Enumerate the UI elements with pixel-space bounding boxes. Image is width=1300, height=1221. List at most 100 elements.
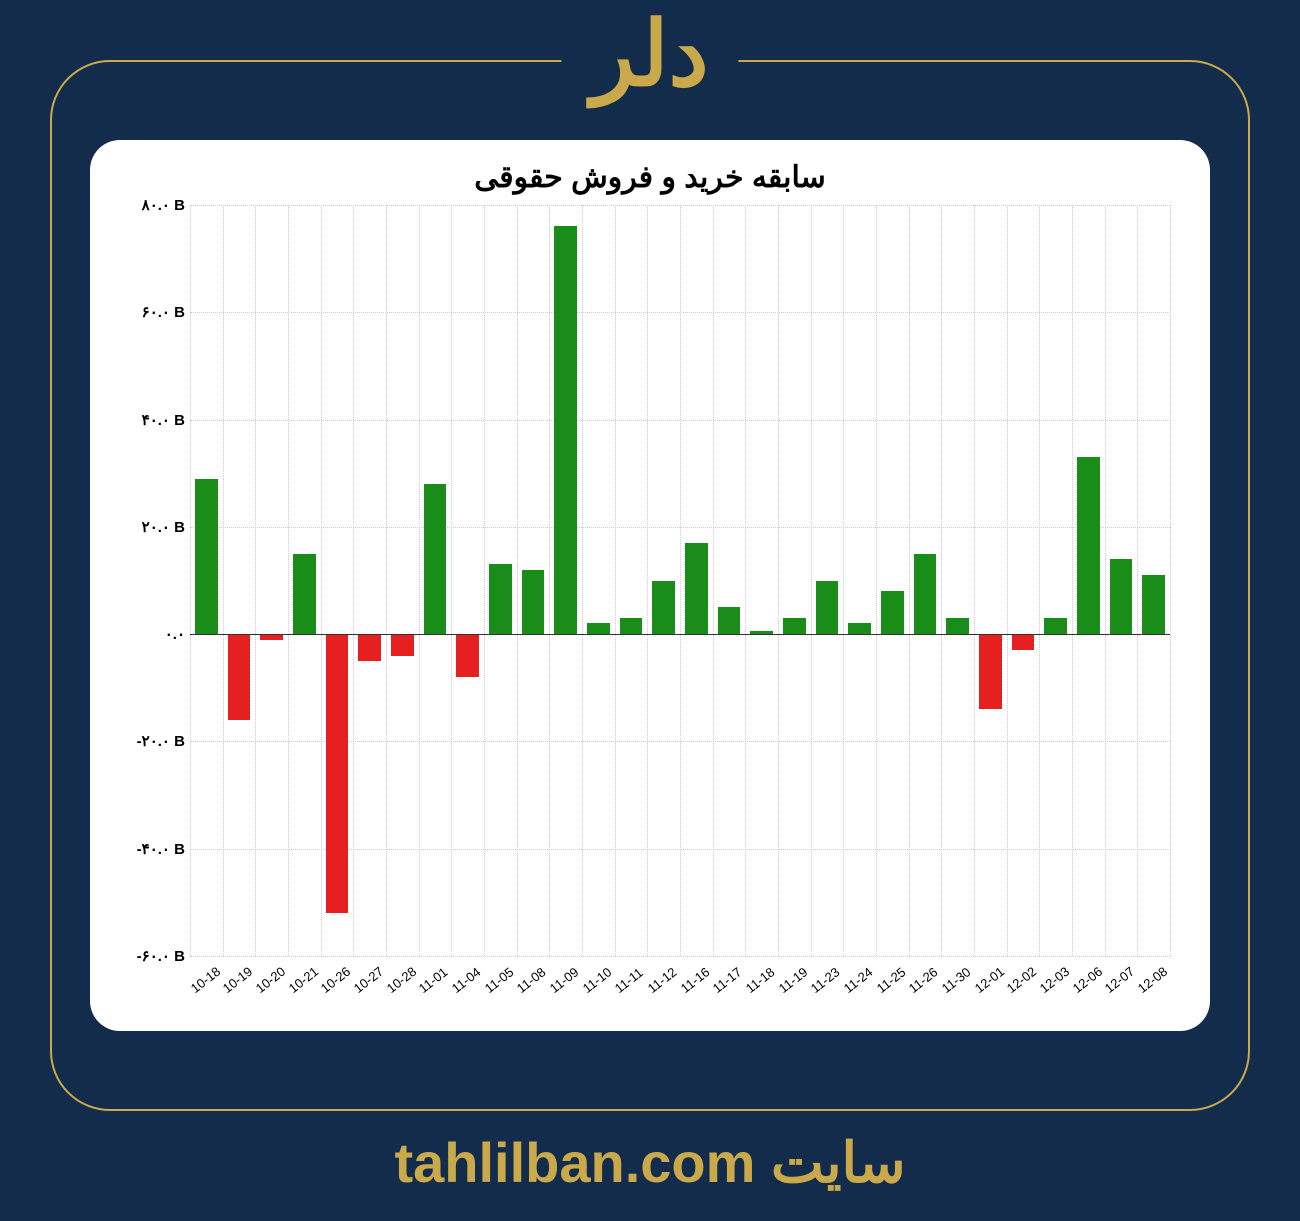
x-tick-label: 12-06 xyxy=(1069,964,1104,996)
x-tick-label: 10-28 xyxy=(383,964,418,996)
y-tick-label: ۸۰.۰ B xyxy=(142,196,185,214)
bar xyxy=(228,634,251,720)
v-gridline xyxy=(451,205,452,956)
bar xyxy=(718,607,741,634)
x-tick-label: 10-19 xyxy=(220,964,255,996)
bar xyxy=(620,618,643,634)
h-gridline xyxy=(190,312,1170,313)
x-tick-label: 11-24 xyxy=(841,964,876,996)
bar xyxy=(326,634,349,913)
v-gridline xyxy=(255,205,256,956)
v-gridline xyxy=(615,205,616,956)
x-tick-label: 10-26 xyxy=(318,964,353,996)
chart-card: سابقه خرید و فروش حقوقی -۶۰.۰ B -۴۰.۰ B -۲… xyxy=(90,140,1210,1031)
x-tick-label: 12-03 xyxy=(1037,964,1072,996)
x-tick-label: 11-19 xyxy=(775,964,810,996)
v-gridline xyxy=(517,205,518,956)
y-tick-label: ۴۰.۰ B xyxy=(142,411,185,429)
footer-text: سایت tahlilban.com xyxy=(374,1130,925,1196)
v-gridline xyxy=(288,205,289,956)
v-gridline xyxy=(745,205,746,956)
x-tick-label: 12-01 xyxy=(971,964,1006,996)
v-gridline xyxy=(1137,205,1138,956)
x-tick-label: 10-21 xyxy=(285,964,320,996)
x-tick-label: 11-10 xyxy=(579,964,614,996)
v-gridline xyxy=(321,205,322,956)
x-tick-label: 11-08 xyxy=(514,964,549,996)
plot-region xyxy=(190,205,1170,956)
zero-line xyxy=(190,634,1170,635)
y-tick-label: -۴۰.۰ B xyxy=(137,840,185,858)
x-axis-labels: 10-1810-1910-2010-2110-2610-2710-2811-01… xyxy=(190,956,1170,996)
y-tick-label: ۶۰.۰ B xyxy=(142,303,185,321)
bar xyxy=(783,618,806,634)
bar xyxy=(293,554,316,634)
v-gridline xyxy=(386,205,387,956)
v-gridline xyxy=(1007,205,1008,956)
y-tick-label: ۰.۰ xyxy=(165,625,185,643)
v-gridline xyxy=(582,205,583,956)
chart-area: -۶۰.۰ B -۴۰.۰ B -۲۰.۰ B ۰.۰ ۲۰.۰ B ۴۰.۰ B ۶۰.۰… xyxy=(120,205,1180,996)
v-gridline xyxy=(190,205,191,956)
x-tick-label: 11-09 xyxy=(547,964,582,996)
x-tick-label: 12-07 xyxy=(1102,964,1137,996)
y-tick-label: -۲۰.۰ B xyxy=(137,732,185,750)
bar xyxy=(979,634,1002,709)
x-tick-label: 11-04 xyxy=(449,964,484,996)
bar xyxy=(489,564,512,634)
x-tick-label: 11-23 xyxy=(808,964,843,996)
x-tick-label: 11-12 xyxy=(645,964,680,996)
v-gridline xyxy=(549,205,550,956)
x-tick-label: 11-01 xyxy=(416,964,451,996)
bar xyxy=(685,543,708,634)
footer-url: tahlilban.com xyxy=(394,1131,755,1194)
y-tick-label: -۶۰.۰ B xyxy=(137,947,185,965)
bar xyxy=(522,570,545,634)
bar xyxy=(1044,618,1067,634)
x-tick-label: 10-18 xyxy=(187,964,222,996)
x-tick-label: 10-20 xyxy=(253,964,288,996)
bar xyxy=(816,581,839,635)
bar xyxy=(1012,634,1035,650)
bar xyxy=(848,623,871,634)
footer-label: سایت xyxy=(755,1131,905,1194)
v-gridline xyxy=(1105,205,1106,956)
v-gridline xyxy=(1039,205,1040,956)
bar xyxy=(587,623,610,634)
bar xyxy=(1142,575,1165,634)
bar xyxy=(652,581,675,635)
bar xyxy=(391,634,414,655)
x-tick-label: 10-27 xyxy=(351,964,386,996)
v-gridline xyxy=(647,205,648,956)
bar xyxy=(1110,559,1133,634)
v-gridline xyxy=(843,205,844,956)
v-gridline xyxy=(876,205,877,956)
bar xyxy=(424,484,447,634)
v-gridline xyxy=(484,205,485,956)
bar xyxy=(195,479,218,635)
x-tick-label: 11-25 xyxy=(873,964,908,996)
v-gridline xyxy=(680,205,681,956)
x-tick-label: 11-16 xyxy=(677,964,712,996)
v-gridline xyxy=(909,205,910,956)
x-tick-label: 11-05 xyxy=(481,964,516,996)
bar xyxy=(946,618,969,634)
v-gridline xyxy=(811,205,812,956)
v-gridline xyxy=(353,205,354,956)
v-gridline xyxy=(223,205,224,956)
bar xyxy=(881,591,904,634)
h-gridline xyxy=(190,527,1170,528)
v-gridline xyxy=(1170,205,1171,956)
x-tick-label: 11-30 xyxy=(939,964,974,996)
y-tick-label: ۲۰.۰ B xyxy=(142,518,185,536)
v-gridline xyxy=(778,205,779,956)
v-gridline xyxy=(974,205,975,956)
x-tick-label: 11-11 xyxy=(612,965,646,996)
h-gridline xyxy=(190,420,1170,421)
x-tick-label: 11-26 xyxy=(906,964,941,996)
chart-title: سابقه خرید و فروش حقوقی xyxy=(120,160,1180,195)
v-gridline xyxy=(1072,205,1073,956)
bar xyxy=(456,634,479,677)
page-title: دلر xyxy=(561,10,738,100)
bar xyxy=(554,226,577,634)
